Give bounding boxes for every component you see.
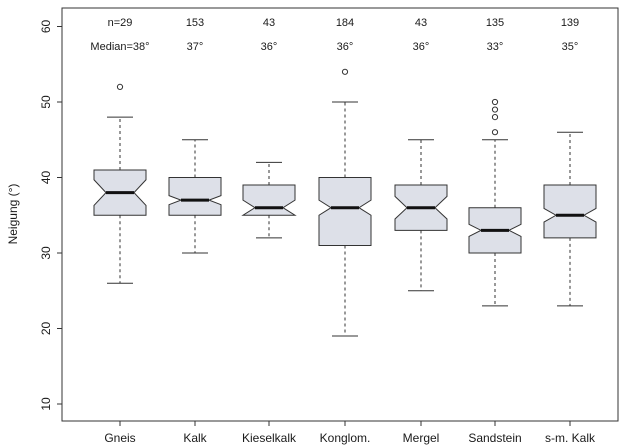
y-tick-label: 40 [39,171,53,185]
notched-box [318,177,372,246]
box-sandstein [468,98,522,307]
outlier-point [491,106,499,113]
x-axis-categories: Gneis Kalk Kieselkalk Konglom. Mergel Sandste… [104,421,596,445]
box-konglom [318,68,372,337]
count-label: 43 [415,17,427,29]
median-label: 36° [413,41,430,53]
x-category-label: Kieselkalk [242,431,297,445]
outlier-point [491,129,499,136]
median-label: 35° [562,41,579,53]
x-category-label: Mergel [403,431,440,445]
y-axis: 10 20 30 40 50 60 [39,20,62,411]
x-category-label: Kalk [183,431,207,445]
y-tick-label: 30 [39,246,53,260]
notched-box [241,184,297,216]
x-category-label: Gneis [104,431,135,445]
outlier-point [491,114,499,121]
count-label: 135 [486,17,504,29]
y-tick-label: 50 [39,95,53,109]
box-mergel [394,139,448,292]
outlier-point [491,98,499,106]
count-label: n=29 [108,17,133,29]
box-gneis [93,83,147,284]
plot-frame [61,7,619,422]
y-tick-label: 10 [39,397,53,411]
x-category-label: Konglom. [320,431,371,445]
median-label: 36° [261,41,278,53]
count-label: 43 [263,17,275,29]
y-tick-label: 60 [39,20,53,34]
count-label: 153 [186,17,204,29]
median-label: 36° [337,41,354,53]
x-category-label: s-m. Kalk [545,431,596,445]
box-s-m-kalk [543,131,597,307]
median-label: Median=38° [90,41,149,53]
annotations: n=29 153 43 184 43 135 139 Median=38° 37° 36° 36° 3… [90,17,579,53]
y-tick-label: 20 [39,322,53,336]
box-kalk [168,139,222,254]
notched-box [168,177,222,216]
y-axis-label: Neigung (°) [6,184,20,245]
boxes [93,68,597,337]
outlier-point [116,83,124,91]
box-kieselkalk [241,161,297,239]
median-label: 33° [487,41,504,53]
x-category-label: Sandstein [468,431,521,445]
count-label: 184 [336,17,354,29]
median-label: 37° [187,41,204,53]
count-label: 139 [561,17,579,29]
notched-box [543,184,597,239]
outlier-point [341,68,349,75]
